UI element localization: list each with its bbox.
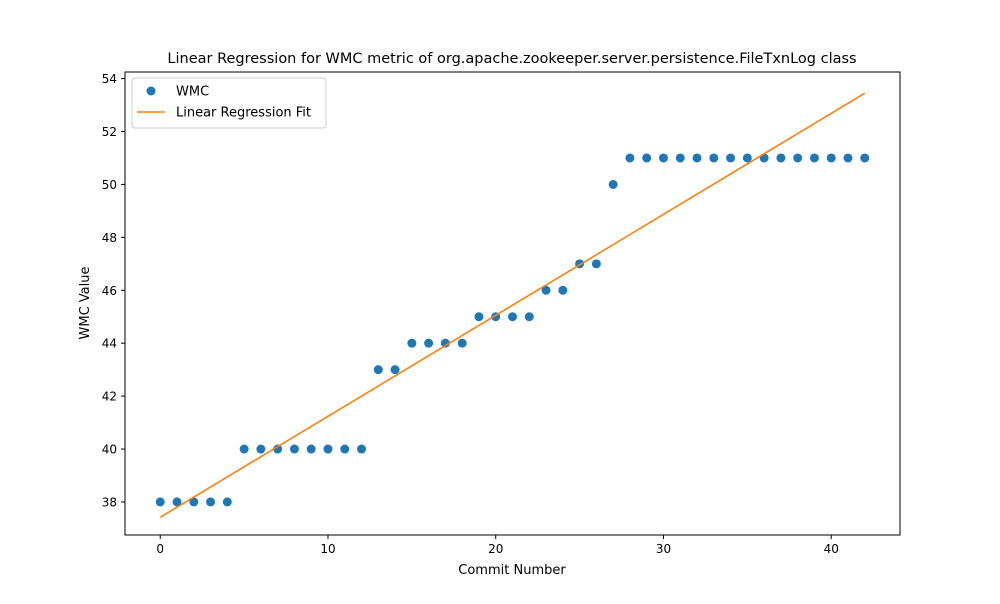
legend-marker-wmc bbox=[146, 86, 156, 96]
data-point bbox=[474, 312, 484, 322]
data-point bbox=[776, 153, 786, 163]
y-tick-label: 50 bbox=[102, 178, 117, 192]
y-tick-label: 40 bbox=[102, 443, 117, 457]
data-point bbox=[256, 444, 266, 454]
x-tick-label: 30 bbox=[656, 542, 671, 556]
data-point bbox=[843, 153, 853, 163]
data-point bbox=[692, 153, 702, 163]
data-point bbox=[340, 444, 350, 454]
y-tick-label: 42 bbox=[102, 390, 117, 404]
y-tick-label: 46 bbox=[102, 284, 117, 298]
data-point bbox=[625, 153, 635, 163]
legend-box bbox=[131, 77, 327, 129]
data-point bbox=[289, 444, 299, 454]
data-point bbox=[457, 338, 467, 348]
data-point bbox=[675, 153, 685, 163]
data-point bbox=[323, 444, 333, 454]
data-point bbox=[222, 497, 232, 507]
data-point bbox=[407, 338, 417, 348]
data-point bbox=[206, 497, 216, 507]
data-point bbox=[440, 338, 450, 348]
x-tick-label: 0 bbox=[156, 542, 164, 556]
data-point bbox=[524, 312, 534, 322]
data-point bbox=[541, 285, 551, 295]
y-tick-label: 48 bbox=[102, 231, 117, 245]
data-point bbox=[155, 497, 165, 507]
data-point bbox=[239, 444, 249, 454]
x-axis-label: Commit Number bbox=[458, 563, 566, 578]
data-point bbox=[793, 153, 803, 163]
data-point bbox=[860, 153, 870, 163]
data-point bbox=[642, 153, 652, 163]
y-tick-label: 38 bbox=[102, 495, 117, 509]
data-point bbox=[390, 365, 400, 375]
data-point bbox=[424, 338, 434, 348]
data-point bbox=[189, 497, 199, 507]
y-tick-label: 54 bbox=[102, 72, 117, 86]
data-point bbox=[709, 153, 719, 163]
data-point bbox=[742, 153, 752, 163]
data-point bbox=[357, 444, 367, 454]
data-point bbox=[273, 444, 283, 454]
data-point bbox=[726, 153, 736, 163]
plot-area: 0 10 20 30 40 38 40 42 44 46 48 50 52 54 bbox=[102, 71, 901, 556]
data-point bbox=[826, 153, 836, 163]
data-point bbox=[809, 153, 819, 163]
regression-line bbox=[159, 92, 866, 518]
y-axis-label: WMC Value bbox=[78, 267, 93, 340]
legend-label: WMC bbox=[176, 85, 209, 100]
x-tick-label: 10 bbox=[320, 542, 335, 556]
data-point bbox=[658, 153, 668, 163]
data-point bbox=[591, 259, 601, 269]
y-tick-label: 44 bbox=[102, 337, 117, 351]
data-point bbox=[558, 285, 568, 295]
data-point bbox=[608, 179, 618, 189]
axes-frame bbox=[124, 71, 901, 536]
data-point bbox=[306, 444, 316, 454]
legend-label: Linear Regression Fit bbox=[176, 106, 311, 121]
y-tick-label: 52 bbox=[102, 125, 117, 139]
x-tick-label: 40 bbox=[824, 542, 839, 556]
data-point bbox=[508, 312, 517, 322]
x-tick-label: 20 bbox=[488, 542, 503, 556]
chart-title: Linear Regression for WMC metric of org.… bbox=[167, 51, 856, 67]
data-point bbox=[373, 365, 383, 375]
data-point bbox=[172, 497, 182, 507]
legend: WMC Linear Regression Fit bbox=[131, 77, 327, 129]
